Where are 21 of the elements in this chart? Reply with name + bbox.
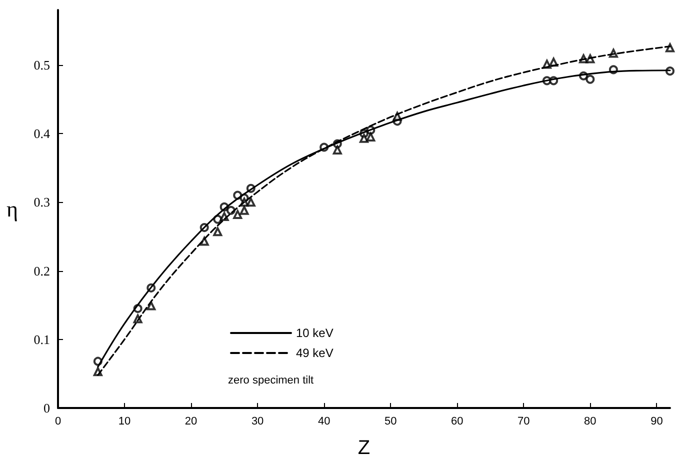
x-axis-title: Z (358, 437, 370, 459)
x-tick-label: 40 (318, 416, 330, 428)
x-tick-label: 60 (451, 416, 464, 428)
y-tick-label: 0.4 (34, 126, 50, 142)
x-tick-label: 10 (118, 416, 131, 428)
legend-label: 10 keV (296, 326, 334, 340)
x-tick-label: 80 (584, 416, 596, 428)
x-tick-label: 20 (184, 416, 198, 428)
x-tick-label: 0 (54, 416, 62, 428)
x-tick-label: 70 (518, 416, 530, 428)
y-tick-label: 0.5 (34, 57, 50, 72)
legend-label: 49 keV (296, 346, 334, 360)
y-tick-label: 0.2 (34, 263, 50, 278)
x-tick-label: 90 (650, 416, 663, 428)
y-tick-label: 0.1 (34, 332, 50, 347)
y-tick-label: 0 (44, 400, 50, 416)
x-tick-label: 30 (251, 416, 264, 428)
annotation: zero specimen tilt (228, 374, 314, 386)
x-tick-label: 50 (384, 416, 397, 428)
y-axis-title: η (6, 196, 18, 222)
y-tick-label: 0.3 (34, 194, 50, 210)
